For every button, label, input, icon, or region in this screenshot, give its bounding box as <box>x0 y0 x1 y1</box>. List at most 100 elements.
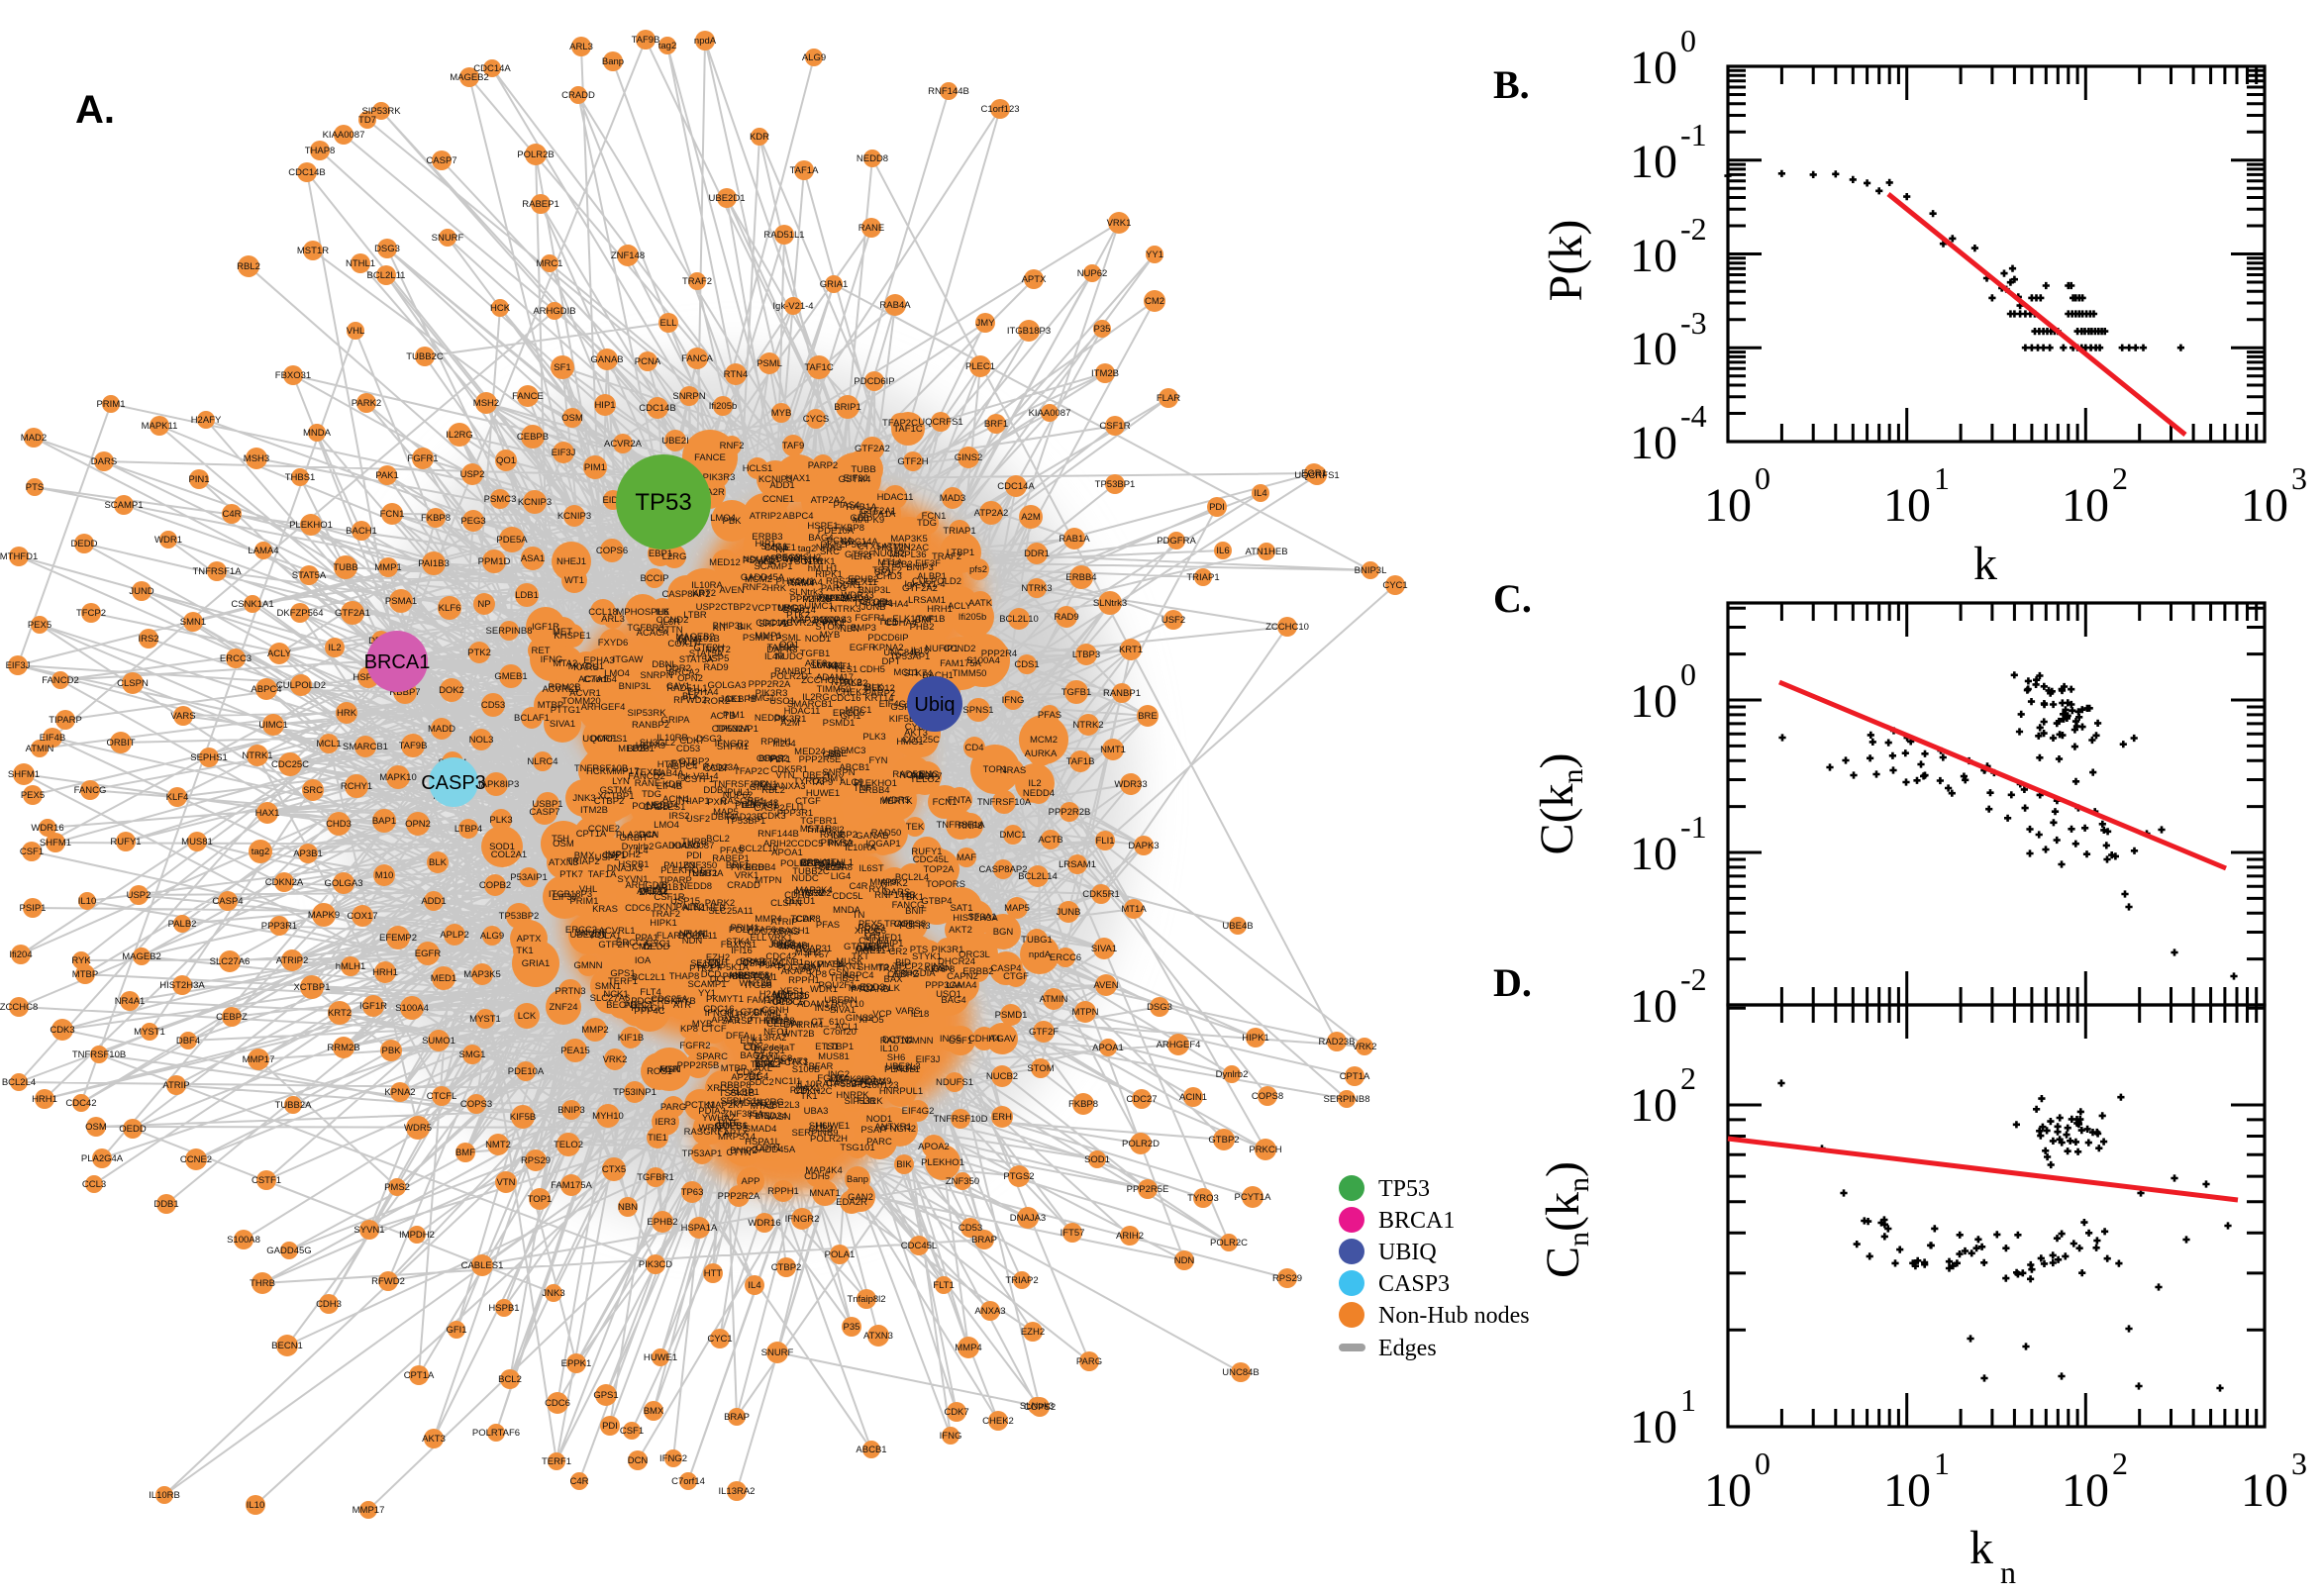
svg-text:RUFY1: RUFY1 <box>911 847 942 857</box>
svg-text:APTX: APTX <box>1022 274 1047 285</box>
svg-text:SLC25A11: SLC25A11 <box>708 906 753 917</box>
svg-text:CTBP2: CTBP2 <box>721 602 752 613</box>
svg-text:TAF9B: TAF9B <box>399 741 428 751</box>
svg-text:PDI: PDI <box>602 1421 618 1432</box>
svg-text:-1: -1 <box>1680 117 1707 152</box>
svg-text:IL6ST: IL6ST <box>858 863 884 874</box>
svg-text:MTBP: MTBP <box>721 1063 747 1074</box>
svg-text:CDH3: CDH3 <box>316 1299 342 1310</box>
svg-text:C4R: C4R <box>569 1476 588 1487</box>
svg-text:CASP3: CASP3 <box>1378 1271 1450 1297</box>
svg-text:GTF2H: GTF2H <box>598 940 629 950</box>
svg-text:COPS2: COPS2 <box>757 753 788 764</box>
svg-text:BNIP3L: BNIP3L <box>1355 565 1387 576</box>
svg-text:NP: NP <box>477 599 490 610</box>
svg-text:PALB2: PALB2 <box>168 919 197 930</box>
svg-text:SIVA1: SIVA1 <box>550 719 575 730</box>
svg-text:PARG: PARG <box>1076 1356 1102 1367</box>
svg-text:10: 10 <box>1704 479 1752 532</box>
svg-text:BAG4: BAG4 <box>941 995 965 1006</box>
svg-text:CDHA4: CDHA4 <box>968 1034 1000 1045</box>
svg-text:BCCIP: BCCIP <box>640 573 668 584</box>
svg-text:UQCRFS1: UQCRFS1 <box>1294 470 1339 481</box>
svg-text:BLK: BLK <box>429 857 448 868</box>
svg-text:TOP2A: TOP2A <box>924 864 956 875</box>
svg-text:10: 10 <box>2062 1464 2109 1517</box>
svg-text:UBA3: UBA3 <box>804 1106 829 1117</box>
svg-text:C7orf64: C7orf64 <box>583 674 617 685</box>
svg-text:QO1: QO1 <box>496 455 516 466</box>
svg-text:FANCG: FANCG <box>74 785 107 796</box>
svg-text:IFNG: IFNG <box>940 1431 962 1442</box>
svg-text:NOL3: NOL3 <box>469 735 494 746</box>
svg-text:MED23: MED23 <box>618 744 650 754</box>
svg-text:GINS2: GINS2 <box>955 452 983 463</box>
svg-text:MYST1: MYST1 <box>469 1014 501 1025</box>
svg-text:TP53INP1: TP53INP1 <box>613 1087 656 1098</box>
svg-text:VHL: VHL <box>347 326 364 337</box>
svg-text:10: 10 <box>2241 479 2288 532</box>
svg-text:POLR2B: POLR2B <box>632 801 669 812</box>
svg-text:ZCCHC8: ZCCHC8 <box>0 1002 38 1013</box>
svg-text:npdA: npdA <box>1029 949 1052 960</box>
svg-text:GTBP2: GTBP2 <box>1208 1135 1239 1146</box>
svg-text:VARS: VARS <box>170 711 195 722</box>
svg-text:ZNF148: ZNF148 <box>611 250 645 261</box>
svg-text:TAF9B: TAF9B <box>632 35 660 46</box>
svg-text:CD4: CD4 <box>964 743 983 753</box>
svg-text:FKBP8: FKBP8 <box>421 513 451 524</box>
svg-text:10: 10 <box>1883 1464 1931 1517</box>
svg-text:NMT2: NMT2 <box>485 1140 511 1150</box>
svg-text:CPT1A: CPT1A <box>1340 1071 1370 1082</box>
svg-text:PPP2R4: PPP2R4 <box>981 648 1017 659</box>
svg-text:DCN: DCN <box>628 1455 649 1466</box>
svg-text:IL2RG: IL2RG <box>446 430 472 441</box>
svg-text:FYN: FYN <box>869 755 888 766</box>
svg-text:RFWD2: RFWD2 <box>371 1276 405 1287</box>
svg-text:n: n <box>2000 1554 2016 1590</box>
svg-text:EDD2: EDD2 <box>859 982 884 993</box>
svg-text:EIF4G2: EIF4G2 <box>902 1106 935 1117</box>
svg-text:GPS1: GPS1 <box>593 1390 618 1401</box>
svg-text:RCHY1: RCHY1 <box>341 781 372 792</box>
svg-text:FANCE: FANCE <box>512 391 544 402</box>
svg-text:MMP9: MMP9 <box>869 877 896 888</box>
svg-text:MAP2K4: MAP2K4 <box>795 885 833 896</box>
svg-text:THRB: THRB <box>250 1278 275 1289</box>
svg-text:CULPOLD2: CULPOLD2 <box>276 680 326 691</box>
svg-text:TAF1B: TAF1B <box>1066 756 1095 767</box>
svg-text:USP2: USP2 <box>127 890 152 901</box>
svg-text:GTF2H: GTF2H <box>897 456 928 467</box>
svg-text:SMN1: SMN1 <box>180 617 206 628</box>
svg-text:RET: RET <box>532 646 551 656</box>
svg-text:MAP5: MAP5 <box>1004 903 1030 914</box>
svg-text:HCLS1: HCLS1 <box>743 463 773 474</box>
svg-text:TK1: TK1 <box>516 946 533 956</box>
svg-text:BCL2L4: BCL2L4 <box>2 1077 36 1088</box>
svg-text:MAP3K5: MAP3K5 <box>463 969 501 980</box>
svg-text:WDR33: WDR33 <box>1114 779 1147 790</box>
svg-text:SLNtrk3: SLNtrk3 <box>1093 598 1127 609</box>
svg-text:ACVR2A: ACVR2A <box>604 439 643 449</box>
svg-text:SYVN1: SYVN1 <box>617 874 648 885</box>
svg-text:DSG3: DSG3 <box>696 734 722 745</box>
svg-text:PPP4C: PPP4C <box>634 1006 664 1017</box>
svg-text:BMP3: BMP3 <box>851 623 876 634</box>
svg-text:CSF1: CSF1 <box>602 850 626 861</box>
svg-text:BNIF: BNIF <box>905 906 927 917</box>
svg-text:ATN1HEB: ATN1HEB <box>1245 547 1287 557</box>
svg-text:CDC14B: CDC14B <box>288 167 326 178</box>
svg-text:COPB2: COPB2 <box>479 880 511 891</box>
svg-text:FGFR3: FGFR3 <box>899 921 930 932</box>
svg-text:VHL: VHL <box>579 884 597 895</box>
svg-text:KIF5B: KIF5B <box>510 1112 536 1123</box>
svg-text:MTPN: MTPN <box>1072 1007 1099 1018</box>
svg-text:SPARC: SPARC <box>696 1051 728 1062</box>
svg-text:IL2RG: IL2RG <box>757 1097 783 1108</box>
svg-text:TIE1: TIE1 <box>648 1133 667 1144</box>
svg-text:MAF: MAF <box>957 852 976 863</box>
svg-text:STOM: STOM <box>1027 1063 1054 1074</box>
svg-text:PSML: PSML <box>757 358 782 369</box>
svg-text:IFNG: IFNG <box>1002 695 1025 706</box>
svg-text:XCTBP1: XCTBP1 <box>294 982 331 993</box>
